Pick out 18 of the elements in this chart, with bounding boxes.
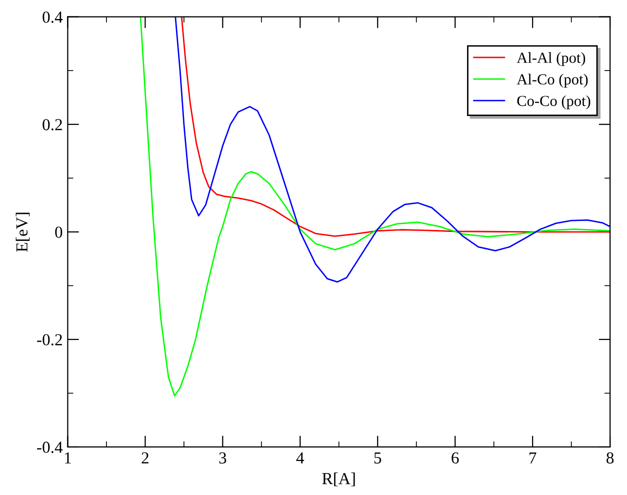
legend-label: Al-Al (pot) [516, 52, 586, 66]
x-axis-title: R[A] [322, 472, 355, 486]
y-tick-label: -0.4 [37, 442, 63, 454]
y-tick-label: -0.2 [37, 334, 62, 346]
x-tick-label: 5 [374, 452, 382, 464]
x-tick-label: 7 [530, 452, 536, 464]
x-tick-label: 2 [142, 452, 148, 464]
y-tick-label: 0 [55, 226, 62, 238]
x-tick-label: 4 [296, 452, 304, 464]
x-tick-label: 1 [65, 452, 71, 464]
x-tick-label: 3 [219, 452, 226, 464]
x-tick-label: 6 [452, 452, 459, 464]
y-axis-title: E[eV] [16, 212, 30, 252]
y-tick-label: 0.4 [42, 12, 63, 23]
legend-label: Co-Co (pot) [517, 95, 590, 110]
y-tick-label: 0.2 [42, 119, 62, 130]
x-tick-label: 8 [606, 452, 614, 464]
legend-label: Al-Co (pot) [516, 74, 588, 88]
